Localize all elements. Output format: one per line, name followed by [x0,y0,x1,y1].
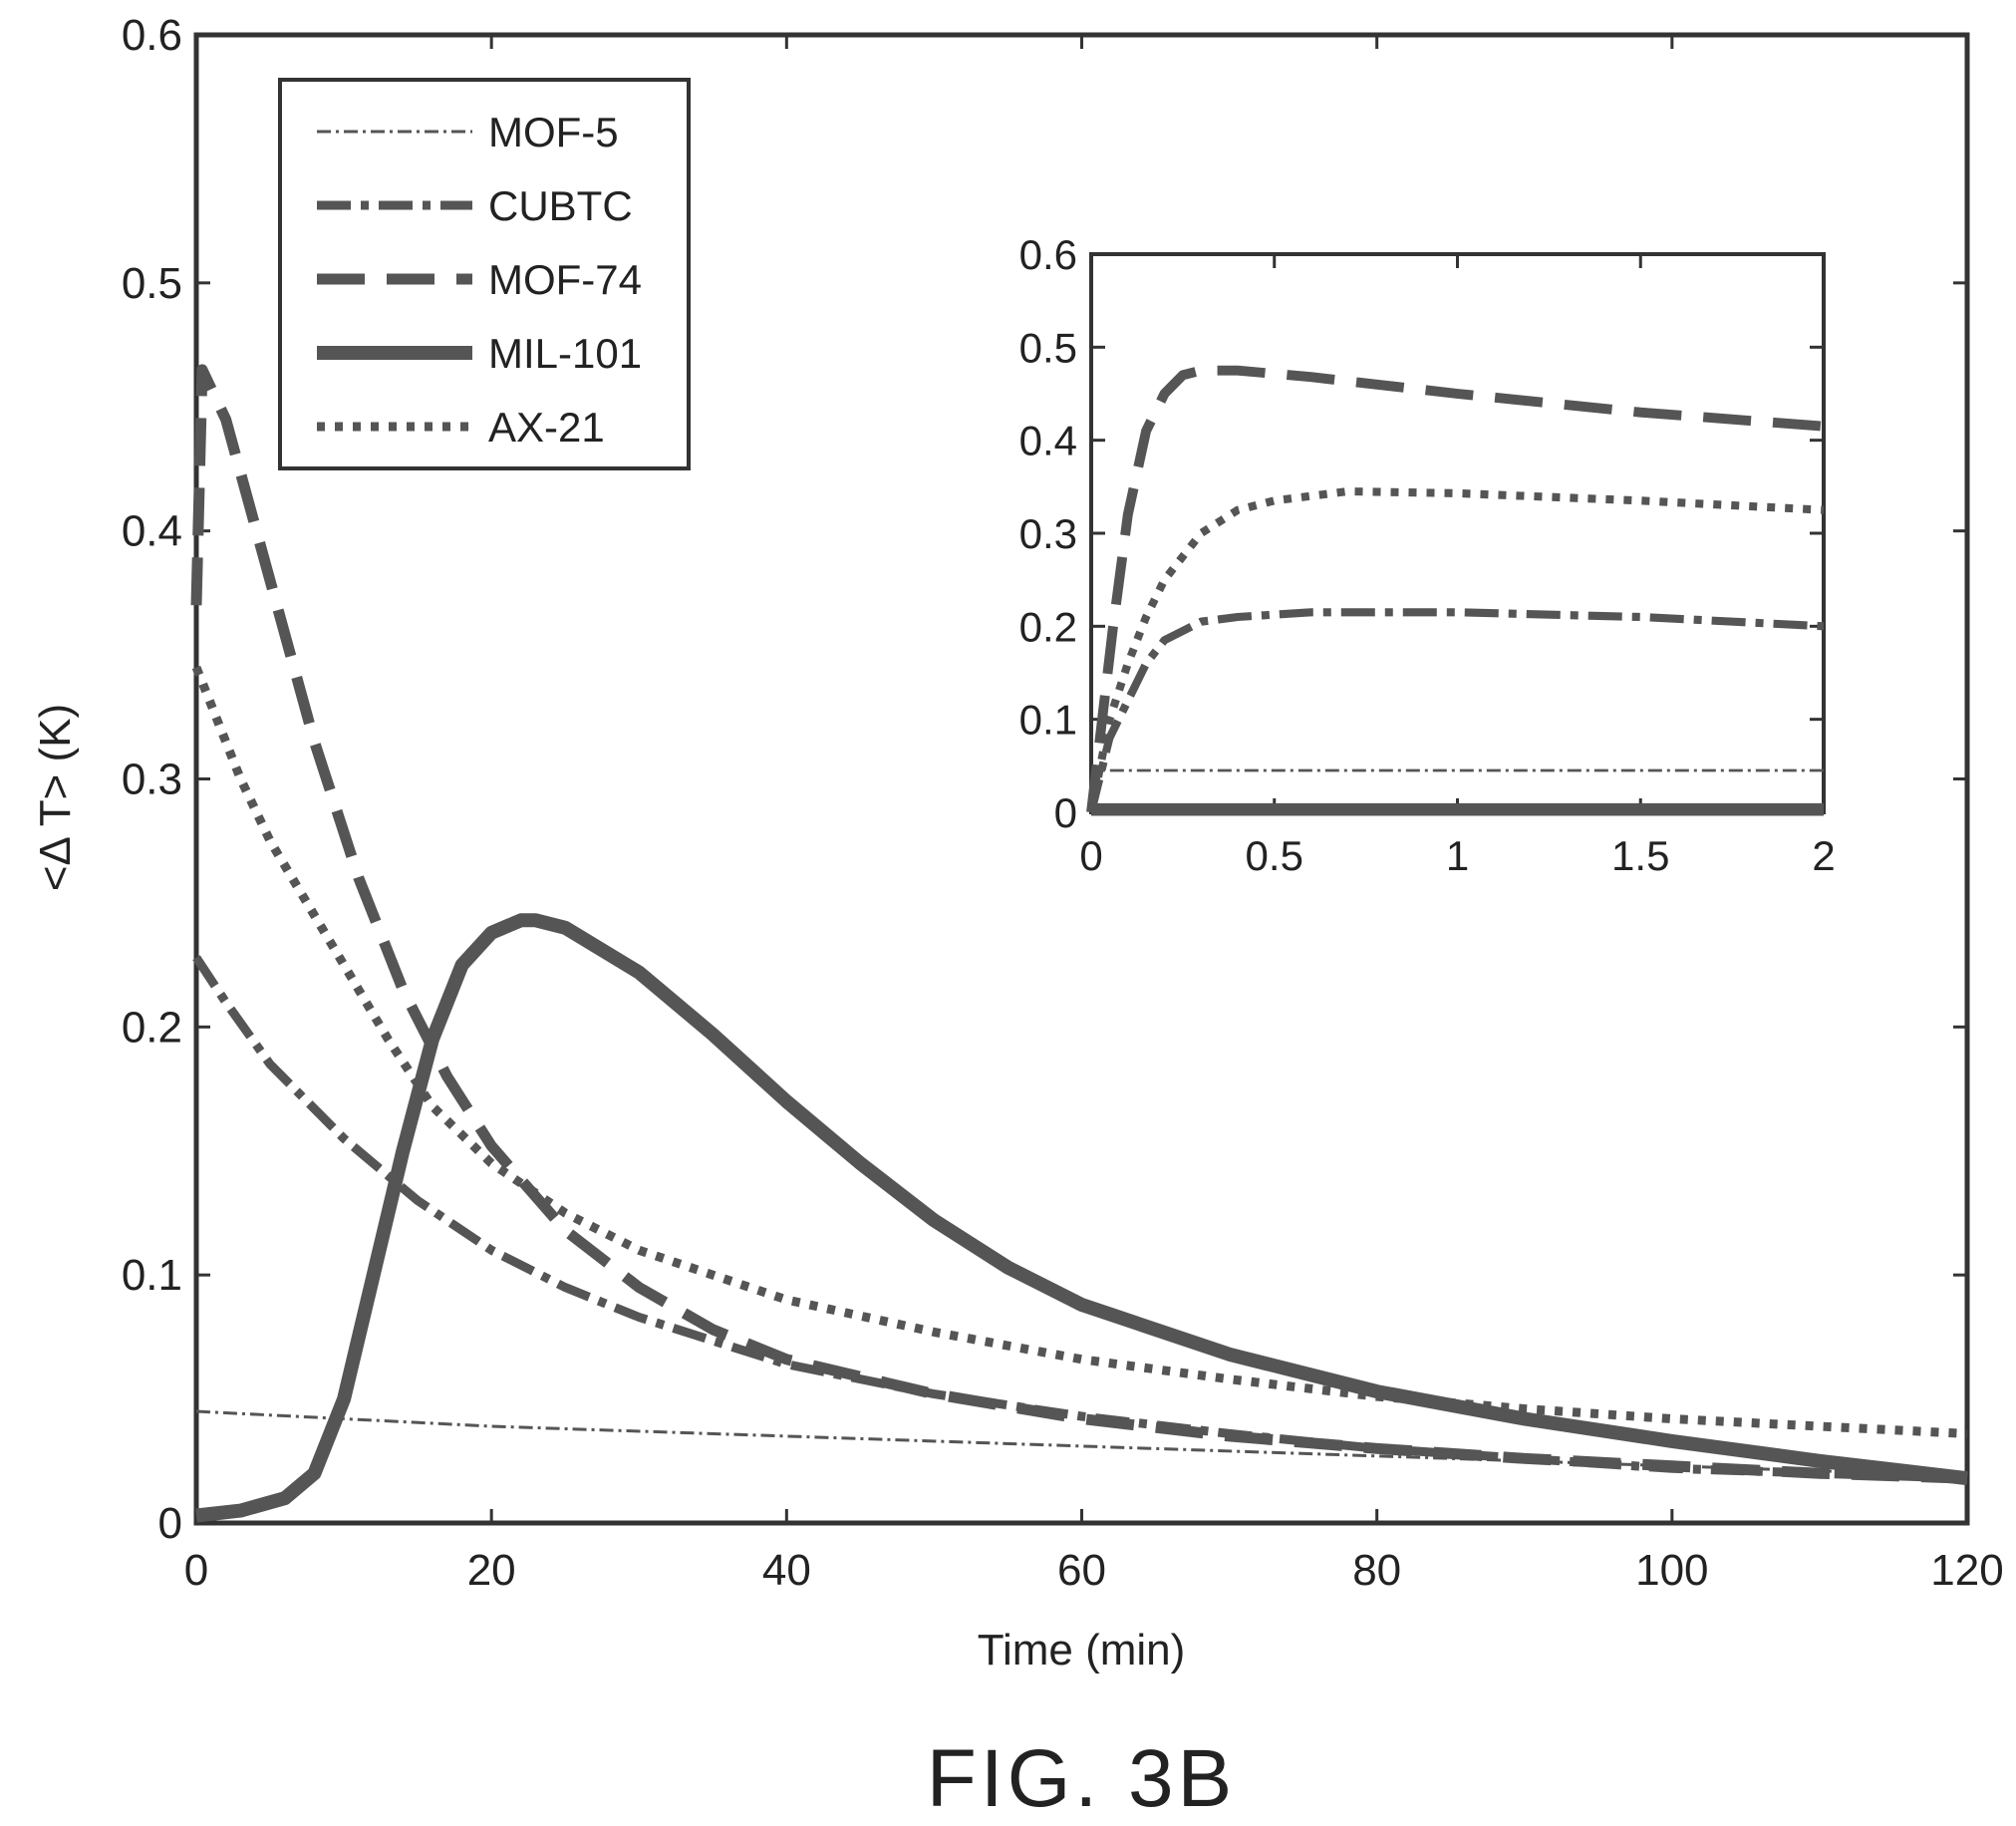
y-tick-label: 0.1 [122,1251,182,1300]
y-tick-label: 0.1 [1019,697,1077,744]
y-tick-label: 0 [158,1499,182,1548]
legend-label-mil-101: MIL-101 [488,330,642,377]
inset-plot: 0 0.5 1 1.5 2 0 0.1 0.2 0.3 0.4 0.5 0.6 [1019,231,1836,879]
y-tick-label: 0.6 [122,11,182,60]
x-tick-label: 1 [1446,832,1469,879]
figure-caption: FIG. 3B [927,1733,1237,1824]
y-tick-label: 0.4 [122,507,182,556]
y-tick-label: 0.5 [122,259,182,308]
y-tick-label: 0 [1054,789,1077,836]
inset-series-line-mof-74 [1086,365,1825,813]
x-tick-label: 100 [1635,1546,1708,1595]
y-tick-label: 0.3 [122,756,182,804]
series-line-mof-74 [190,364,1968,1484]
y-tick-label: 0.2 [122,1003,182,1052]
y-axis-label: <Δ T> (K) [31,704,80,891]
x-axis-label: Time (min) [978,1626,1186,1674]
x-tick-label: 0 [184,1546,208,1595]
legend-label-mof-74: MOF-74 [488,256,642,303]
legend-label-cubtc: CUBTC [488,182,633,229]
legend-label-ax-21: AX-21 [488,404,605,451]
y-tick-label: 0.2 [1019,603,1077,650]
x-tick-label: 2 [1812,832,1835,879]
x-tick-label: 60 [1057,1546,1106,1595]
main-series-layer [190,364,1968,1523]
x-tick-label: 20 [467,1546,516,1595]
x-tick-label: 0 [1079,832,1102,879]
series-line-mil-101 [195,913,1968,1523]
inset-series-line-ax-21 [1087,486,1825,813]
inset-series-line-mof-5 [1089,768,1824,813]
inset-axis-ticks: 0 0.5 1 1.5 2 0 0.1 0.2 0.3 0.4 0.5 0.6 [1019,231,1836,879]
inset-plot-background [1091,254,1824,812]
legend: MOF-5 CUBTC MOF-74 MIL-101 AX-21 [278,78,691,470]
y-tick-label: 0.4 [1019,418,1077,464]
x-tick-label: 40 [762,1546,811,1595]
x-tick-label: 80 [1352,1546,1401,1595]
y-tick-label: 0.3 [1019,510,1077,557]
x-tick-label: 120 [1930,1546,2003,1595]
legend-label-mof-5: MOF-5 [488,109,619,155]
inset-series-layer [1086,365,1825,816]
series-line-ax-21 [191,665,1968,1438]
series-line-mof-5 [195,1409,1968,1478]
x-tick-label: 1.5 [1611,832,1669,879]
series-line-cubtc [192,955,1968,1483]
x-tick-label: 0.5 [1246,832,1303,879]
y-tick-label: 0.5 [1019,324,1077,371]
inset-series-line-cubtc [1087,608,1825,813]
y-tick-label: 0.6 [1019,231,1077,278]
